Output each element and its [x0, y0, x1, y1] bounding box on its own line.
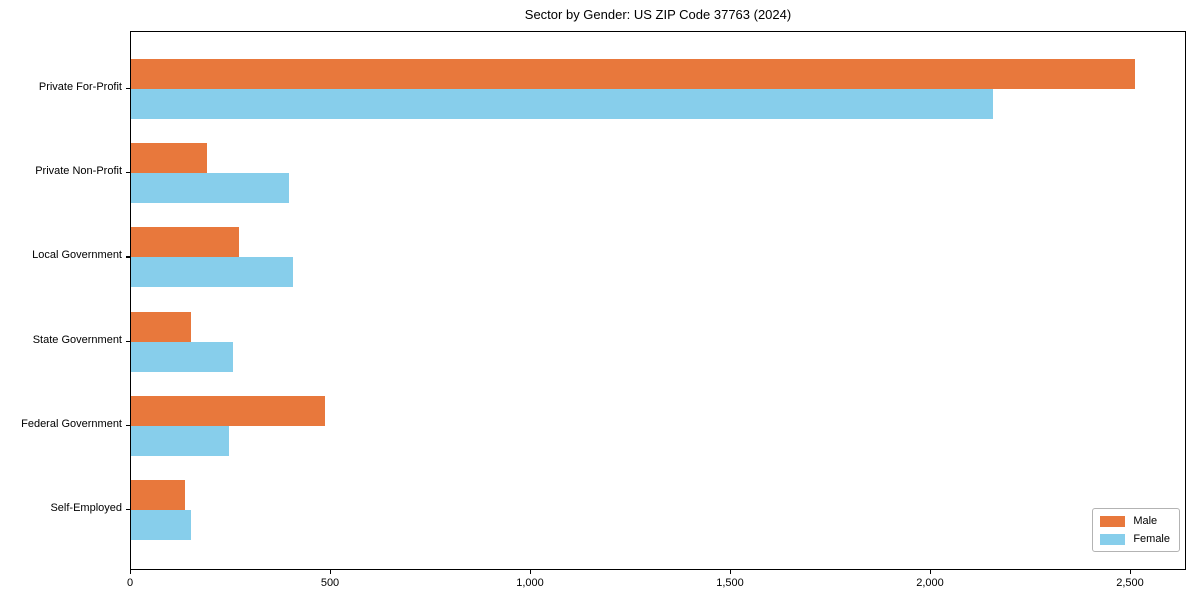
- x-tick-label: 2,000: [916, 577, 944, 589]
- bar-female-2: [131, 173, 289, 204]
- x-tick-label: 1,000: [516, 577, 544, 589]
- x-tick-label: 0: [126, 577, 134, 589]
- bar-male-2: [131, 143, 207, 174]
- x-tick-mark: [930, 570, 932, 574]
- bar-female-6: [131, 509, 191, 540]
- y-axis-label: State Government: [32, 333, 122, 346]
- legend-item-female: Female: [1100, 533, 1170, 545]
- bar-female-3: [131, 257, 293, 288]
- y-tick-mark: [126, 172, 130, 174]
- x-tick-mark: [530, 570, 532, 574]
- bar-male-1: [131, 59, 1135, 90]
- y-axis-label: Self-Employed: [50, 501, 122, 514]
- x-tick-label: 500: [320, 577, 340, 589]
- bar-male-5: [131, 395, 325, 426]
- y-axis-label: Private Non-Profit: [35, 165, 122, 178]
- bar-male-6: [131, 479, 185, 510]
- chart-title: Sector by Gender: US ZIP Code 37763 (202…: [524, 7, 792, 22]
- y-tick-mark: [126, 508, 130, 511]
- plot-area: Male Female: [130, 31, 1186, 570]
- y-tick-mark: [126, 340, 130, 342]
- bar-female-5: [131, 425, 229, 456]
- y-axis-label: Federal Government: [21, 417, 122, 430]
- bar-female-4: [131, 341, 233, 372]
- y-tick-mark: [126, 424, 130, 426]
- legend: Male Female: [1092, 508, 1180, 552]
- bar-male-4: [131, 311, 191, 342]
- legend-item-male: Male: [1100, 515, 1170, 527]
- x-tick-mark: [1130, 570, 1132, 574]
- y-tick-mark: [126, 256, 130, 258]
- legend-swatch-female: [1100, 533, 1126, 545]
- x-tick-label: 1,500: [716, 577, 744, 589]
- x-tick-label: 2,500: [1116, 577, 1144, 589]
- bar-female-1: [131, 89, 993, 120]
- x-tick-mark: [730, 570, 732, 574]
- y-axis-label: Private For-Profit: [38, 81, 122, 94]
- legend-label-female: Female: [1133, 533, 1170, 545]
- y-tick-mark: [126, 88, 130, 90]
- legend-swatch-male: [1100, 515, 1126, 527]
- x-tick-mark: [130, 570, 132, 574]
- bar-male-3: [131, 227, 239, 258]
- x-tick-mark: [330, 570, 332, 574]
- legend-label-male: Male: [1133, 515, 1158, 527]
- y-axis-label: Local Government: [32, 249, 122, 262]
